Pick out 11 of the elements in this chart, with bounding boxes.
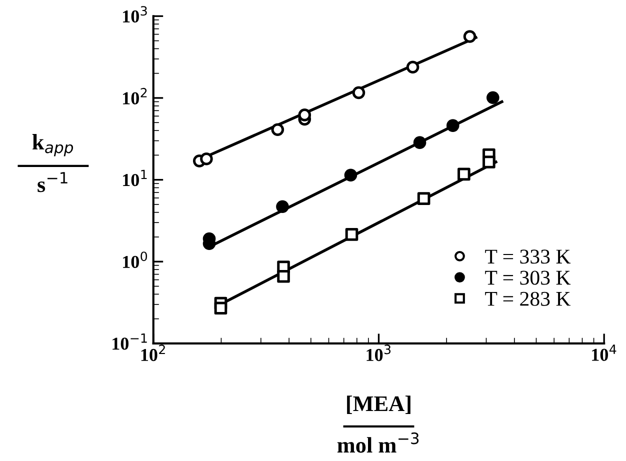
- legend-label: T = 283 K: [485, 292, 571, 306]
- y-tick-label: 10$^{3}$: [123, 6, 147, 23]
- legend-label: T = 303 K: [485, 270, 571, 285]
- x-tick-label: 10$^{3}$: [366, 344, 391, 362]
- x-tick-label: 10$^{4}$: [592, 344, 616, 361]
- y-tick-label: 10$^{2}$: [123, 88, 147, 104]
- text: k$_{app}$ s$^{−1}$: [32, 134, 74, 192]
- y-tick-label: 10$^{1}$: [123, 170, 147, 186]
- y-tick-label: 10$^{0}$: [123, 252, 148, 268]
- legend-label: T = 333 K: [485, 250, 571, 264]
- x-axis-title: [MEA] mol m$^{−3}$: [337, 396, 419, 453]
